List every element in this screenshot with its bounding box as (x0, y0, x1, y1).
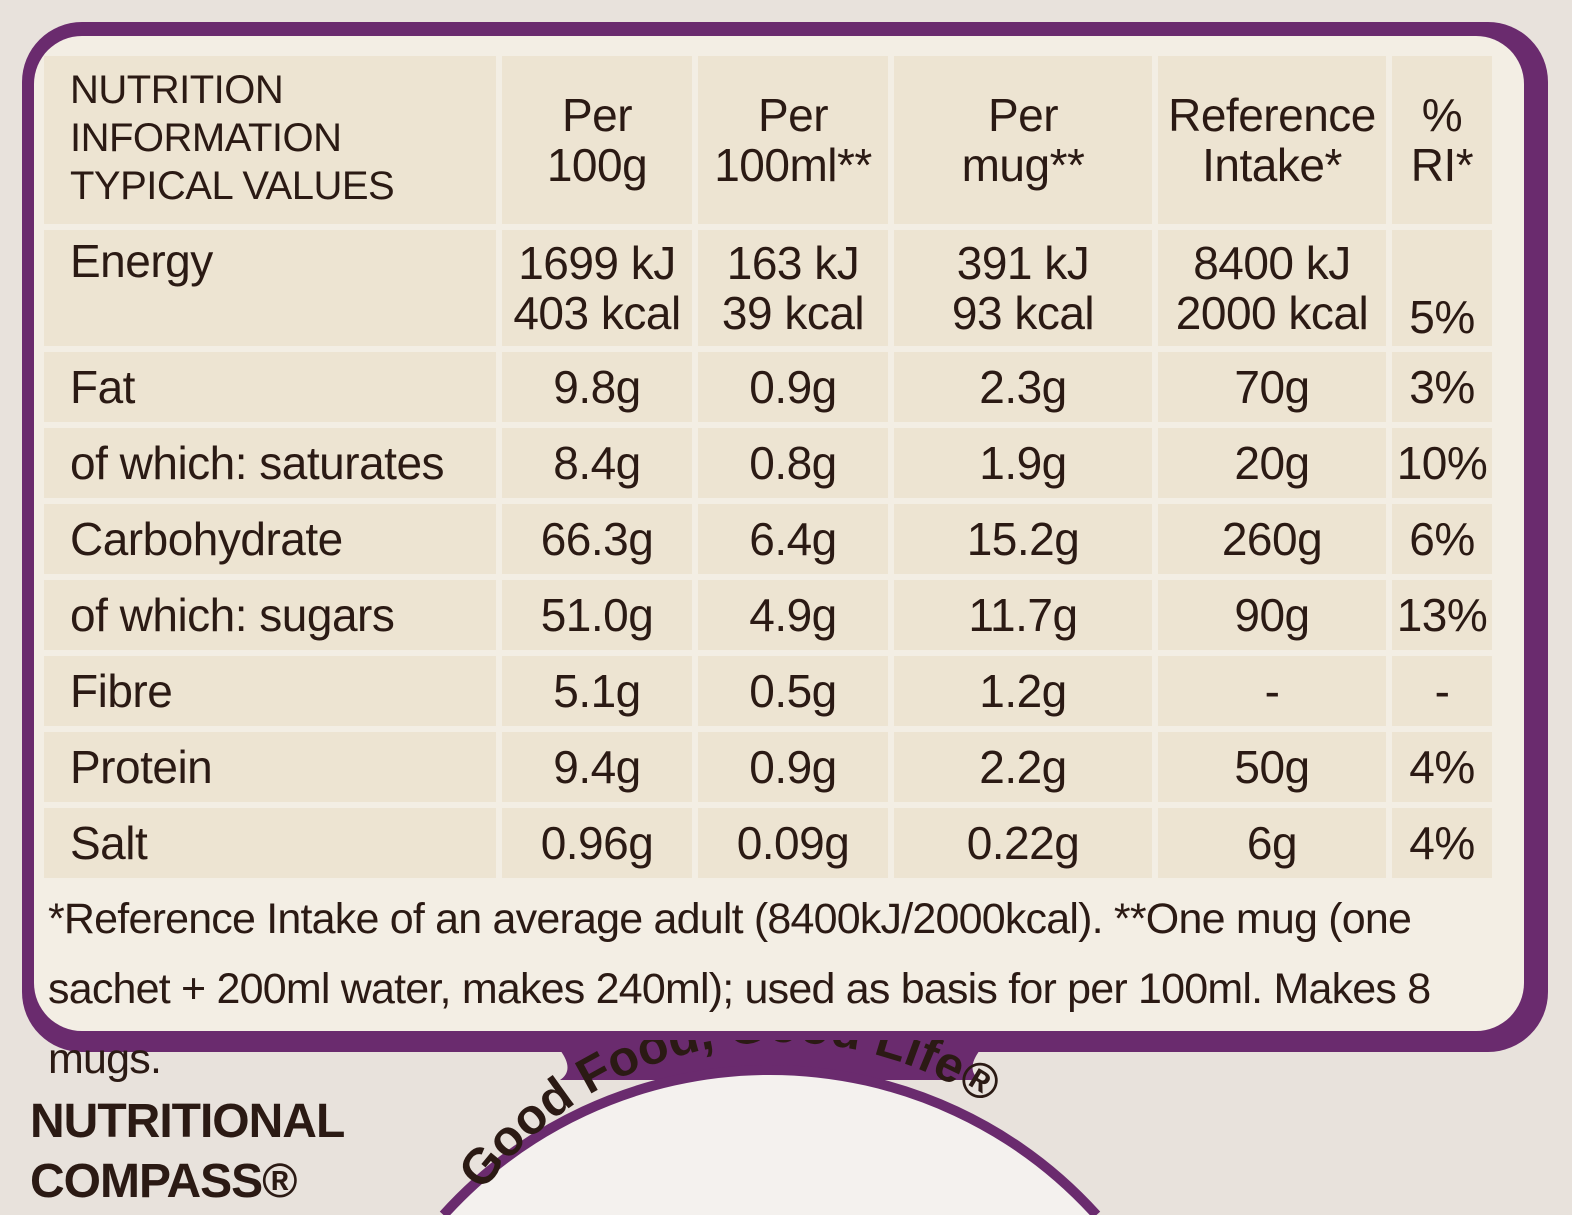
energy-row: Energy 1699 kJ 403 kcal 163 kJ 39 kcal 391… (44, 230, 1492, 346)
column-header-per-mug: Per mug** (894, 56, 1152, 224)
table-title: NUTRITION INFORMATION TYPICAL VALUES (44, 56, 496, 224)
value-per-mug: 11.7g (894, 580, 1152, 650)
footnote-line: sachet + 200ml water, makes 240ml); used… (48, 965, 1431, 1083)
row-label: Fat (44, 352, 496, 422)
value-reference-intake: 260g (1158, 504, 1386, 574)
value-per-100ml: 4.9g (698, 580, 888, 650)
nutrition-panel: NUTRITION INFORMATION TYPICAL VALUES Per… (34, 36, 1524, 1083)
value-per-100g: 51.0g (502, 580, 692, 650)
value-per-mug: 2.3g (894, 352, 1152, 422)
column-header-reference-intake: Reference Intake* (1158, 56, 1386, 224)
energy-reference-intake: 8400 kJ 2000 kcal (1158, 230, 1386, 346)
row-label: of which: sugars (44, 580, 496, 650)
nutrition-table: NUTRITION INFORMATION TYPICAL VALUES Per… (38, 50, 1498, 884)
title-line: NUTRITION (70, 68, 284, 112)
row-label: Energy (44, 230, 496, 346)
footnote: *Reference Intake of an average adult (8… (44, 884, 1518, 1094)
value-per-100g: 0.96g (502, 808, 692, 878)
value-per-100g: 8.4g (502, 428, 692, 498)
value-per-100ml: 0.9g (698, 352, 888, 422)
value-per-100g: 5.1g (502, 656, 692, 726)
nutrient-row: Salt 0.96g 0.09g 0.22g 6g 4% (44, 808, 1492, 878)
value-percent-ri: 4% (1392, 732, 1492, 802)
value-per-mug: 15.2g (894, 504, 1152, 574)
title-line: TYPICAL VALUES (70, 164, 395, 208)
badge-circle-outline (439, 1065, 1101, 1215)
value-per-100g: 66.3g (502, 504, 692, 574)
value-percent-ri: 13% (1392, 580, 1492, 650)
value-reference-intake: 20g (1158, 428, 1386, 498)
row-label: Fibre (44, 656, 496, 726)
column-header-per-100ml: Per 100ml** (698, 56, 888, 224)
value-reference-intake: 70g (1158, 352, 1386, 422)
row-label: Carbohydrate (44, 504, 496, 574)
value-per-100ml: 0.5g (698, 656, 888, 726)
energy-per-100ml: 163 kJ 39 kcal (698, 230, 888, 346)
row-label: Protein (44, 732, 496, 802)
value-per-mug: 1.2g (894, 656, 1152, 726)
value-percent-ri: 6% (1392, 504, 1492, 574)
value-reference-intake: 50g (1158, 732, 1386, 802)
value-per-mug: 1.9g (894, 428, 1152, 498)
value-per-mug: 0.22g (894, 808, 1152, 878)
value-per-100g: 9.8g (502, 352, 692, 422)
energy-per-mug: 391 kJ 93 kcal (894, 230, 1152, 346)
value-percent-ri: 3% (1392, 352, 1492, 422)
value-percent-ri: 4% (1392, 808, 1492, 878)
value-per-mug: 2.2g (894, 732, 1152, 802)
energy-per-100g: 1699 kJ 403 kcal (502, 230, 692, 346)
nutrient-row: Protein 9.4g 0.9g 2.2g 50g 4% (44, 732, 1492, 802)
column-header-percent-ri: % RI* (1392, 56, 1492, 224)
row-label: of which: saturates (44, 428, 496, 498)
nutrient-row: Fibre 5.1g 0.5g 1.2g - - (44, 656, 1492, 726)
value-per-100g: 9.4g (502, 732, 692, 802)
compass-line: COMPASS® (30, 1155, 298, 1208)
title-line: INFORMATION (70, 116, 342, 160)
value-per-100ml: 0.9g (698, 732, 888, 802)
nutrient-row: of which: sugars 51.0g 4.9g 11.7g 90g 13% (44, 580, 1492, 650)
value-per-100ml: 0.8g (698, 428, 888, 498)
footnote-line: *Reference Intake of an average adult (8… (48, 895, 1412, 943)
nutrient-row: of which: saturates 8.4g 0.8g 1.9g 20g 10% (44, 428, 1492, 498)
value-percent-ri: 10% (1392, 428, 1492, 498)
value-percent-ri: - (1392, 656, 1492, 726)
value-per-100ml: 6.4g (698, 504, 888, 574)
energy-percent-ri: 5% (1392, 230, 1492, 346)
nutrient-row: Fat 9.8g 0.9g 2.3g 70g 3% (44, 352, 1492, 422)
column-header-per-100g: Per 100g (502, 56, 692, 224)
good-food-badge: Good Food, Good Life® (439, 1040, 1101, 1215)
value-reference-intake: 6g (1158, 808, 1386, 878)
value-reference-intake: - (1158, 656, 1386, 726)
nutritional-compass-heading: NUTRITIONAL COMPASS® (30, 1092, 345, 1212)
compass-line: NUTRITIONAL (30, 1095, 345, 1148)
nutrient-row: Carbohydrate 66.3g 6.4g 15.2g 260g 6% (44, 504, 1492, 574)
row-label: Salt (44, 808, 496, 878)
value-reference-intake: 90g (1158, 580, 1386, 650)
header-row: NUTRITION INFORMATION TYPICAL VALUES Per… (44, 56, 1492, 224)
value-per-100ml: 0.09g (698, 808, 888, 878)
